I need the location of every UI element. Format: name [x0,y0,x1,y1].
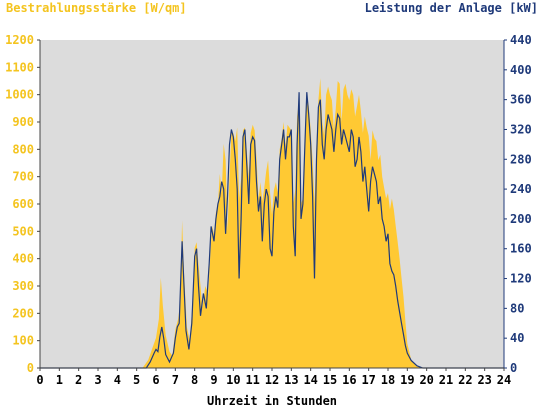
left-axis-label: Bestrahlungsstärke [W/qm] [6,1,187,15]
right-tick-label: 0 [510,361,517,375]
x-tick-label: 18 [381,373,395,387]
right-tick-label: 200 [510,212,532,226]
x-tick-label: 9 [210,373,217,387]
series-line-power [40,92,504,369]
x-tick-label: 22 [458,373,472,387]
x-tick-label: 1 [56,373,63,387]
x-tick-label: 4 [114,373,121,387]
x-tick-label: 16 [342,373,356,387]
x-tick-label: 14 [303,373,317,387]
x-tick-label: 3 [94,373,101,387]
x-tick-label: 12 [265,373,279,387]
x-tick-label: 7 [172,373,179,387]
right-tick-label: 280 [510,152,532,166]
x-tick-label: 20 [419,373,433,387]
right-axis-label: Leistung der Anlage [kW] [364,1,538,15]
x-tick-label: 8 [191,373,198,387]
x-tick-label: 23 [477,373,491,387]
left-tick-label: 400 [12,252,34,266]
x-tick-label: 6 [152,373,159,387]
x-tick-label: 24 [497,373,511,387]
right-tick-label: 120 [510,272,532,286]
x-tick-label: 15 [323,373,337,387]
left-tick-label: 1100 [5,60,34,74]
left-tick-label: 1200 [5,33,34,47]
left-tick-label: 600 [12,197,34,211]
left-tick-label: 200 [12,306,34,320]
left-tick-label: 500 [12,224,34,238]
left-tick-label: 300 [12,279,34,293]
x-tick-label: 5 [133,373,140,387]
right-tick-label: 440 [510,33,532,47]
right-tick-label: 360 [510,93,532,107]
x-tick-label: 17 [361,373,375,387]
x-tick-label: 10 [226,373,240,387]
right-tick-label: 160 [510,242,532,256]
left-tick-label: 900 [12,115,34,129]
x-tick-label: 2 [75,373,82,387]
left-tick-label: 1000 [5,88,34,102]
x-axis-label: Uhrzeit in Stunden [206,394,338,408]
left-tick-label: 800 [12,142,34,156]
right-tick-label: 400 [510,63,532,77]
x-tick-label: 13 [284,373,298,387]
right-tick-label: 40 [510,331,524,345]
left-tick-label: 0 [27,361,34,375]
right-tick-label: 240 [510,182,532,196]
left-tick-label: 700 [12,170,34,184]
x-tick-label: 0 [36,373,43,387]
right-tick-label: 80 [510,301,524,315]
x-tick-label: 11 [245,373,259,387]
x-tick-label: 21 [439,373,453,387]
ticks-group: 0100200300400500600700800900100011001200… [5,33,532,387]
x-tick-label: 19 [400,373,414,387]
right-tick-label: 320 [510,122,532,136]
left-tick-label: 100 [12,334,34,348]
series-area-irradiance [40,78,504,369]
